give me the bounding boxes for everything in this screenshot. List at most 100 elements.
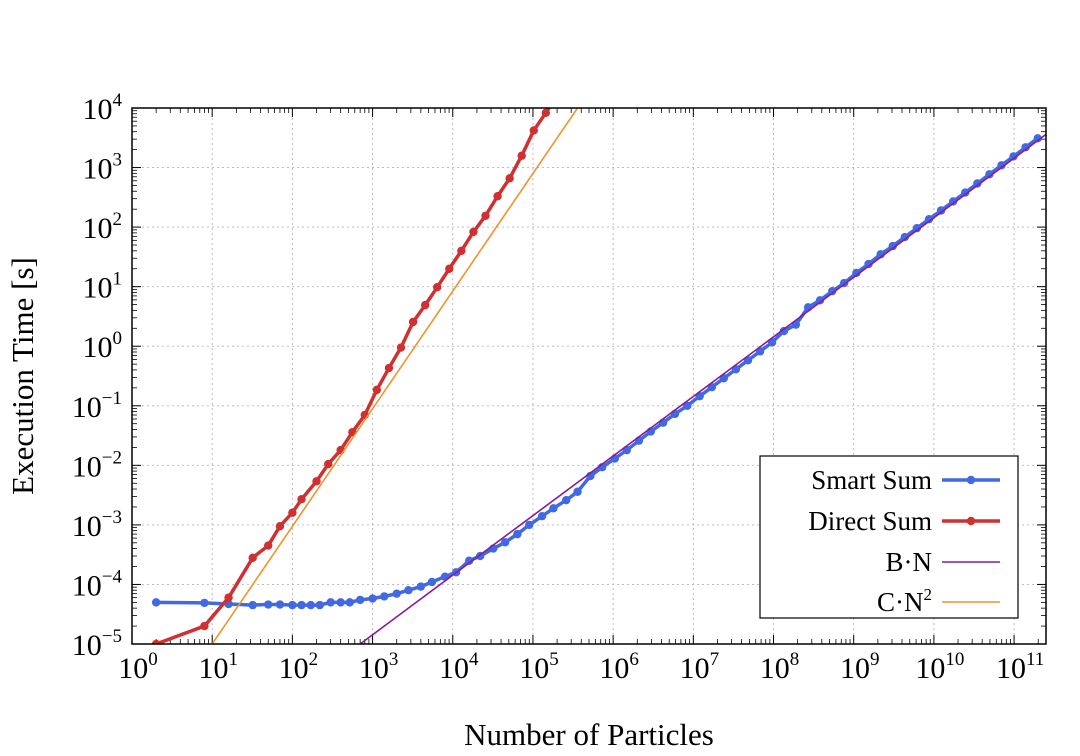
data-point	[275, 600, 285, 609]
legend-marker	[966, 516, 976, 526]
data-point	[1021, 143, 1030, 152]
data-point	[961, 188, 970, 197]
data-point	[420, 300, 430, 310]
data-point	[888, 241, 897, 251]
data-point	[912, 223, 922, 233]
x-tick-label: 104	[439, 649, 479, 685]
data-point	[517, 151, 526, 160]
minor-ticks	[131, 107, 1046, 645]
data-point	[248, 600, 257, 610]
data-point	[445, 264, 454, 273]
x-tick-labels: 100 101 102 103 104 105 106 107 108 109 1010 1011	[118, 649, 1044, 685]
data-point	[392, 589, 401, 598]
data-point	[537, 511, 547, 521]
plot-frame	[131, 107, 1047, 645]
legend: Smart Sum Direct Sum B·N C·N2	[759, 455, 1019, 619]
data-point	[264, 600, 273, 609]
x-tick-label: 1010	[915, 649, 964, 685]
data-point	[396, 343, 406, 352]
y-tick-label: 10−5	[72, 626, 122, 662]
series-line	[359, 133, 1046, 644]
data-point	[828, 286, 837, 296]
data-point	[151, 598, 161, 607]
legend-label: Direct Sum	[808, 506, 932, 536]
data-point	[315, 600, 325, 610]
data-point	[275, 522, 285, 531]
data-point	[948, 197, 958, 206]
legend-box	[759, 455, 1019, 619]
data-point	[815, 296, 825, 305]
x-tick-label: 107	[680, 649, 720, 685]
data-point	[200, 621, 209, 631]
data-point	[864, 259, 873, 269]
y-tick-label: 10−1	[72, 388, 122, 424]
data-point	[408, 317, 418, 327]
y-tick-label: 104	[83, 90, 123, 126]
x-tick-label: 106	[599, 649, 639, 685]
data-point	[404, 586, 413, 595]
y-tick-label: 101	[83, 269, 123, 305]
x-tick-label: 103	[359, 649, 399, 685]
data-point	[288, 600, 297, 610]
y-tick-label: 10−4	[72, 566, 123, 602]
data-point	[345, 598, 354, 607]
data-point	[355, 595, 365, 605]
data-point	[384, 363, 394, 373]
data-point	[500, 538, 510, 547]
data-point	[324, 459, 333, 469]
data-point	[151, 639, 161, 644]
data-point	[936, 206, 946, 215]
x-tick-label: 105	[519, 649, 559, 685]
data-point	[306, 600, 316, 610]
series-layer	[151, 91, 1046, 644]
data-point	[1033, 134, 1042, 143]
x-tick-label: 100	[118, 649, 158, 685]
data-point	[549, 504, 558, 513]
x-tick-label: 109	[840, 649, 880, 685]
data-point	[433, 282, 442, 292]
x-axis-label: Number of Particles	[464, 717, 714, 752]
data-point	[683, 401, 692, 410]
legend-marker	[966, 475, 976, 485]
y-tick-labels: 10−5 10−4 10−3 10−2 10−1 100 101 102 103 104	[72, 90, 123, 662]
data-point	[297, 494, 306, 504]
data-point	[200, 598, 209, 608]
data-point	[481, 211, 490, 220]
data-point	[469, 227, 478, 237]
data-point	[997, 161, 1006, 170]
y-tick-label: 10−3	[72, 507, 122, 543]
x-tick-label: 1011	[996, 649, 1044, 685]
data-point	[493, 192, 502, 201]
data-point	[541, 108, 551, 118]
data-point	[852, 268, 861, 278]
data-point	[248, 553, 257, 563]
data-point	[326, 598, 335, 607]
y-tick-label: 103	[83, 150, 123, 186]
data-point	[900, 232, 910, 242]
x-tick-label: 102	[279, 649, 319, 685]
series-2	[359, 133, 1046, 644]
data-point	[457, 246, 466, 256]
data-point	[372, 385, 382, 395]
data-point	[554, 91, 562, 99]
x-tick-label: 108	[760, 649, 800, 685]
legend-label: C·N2	[877, 585, 932, 617]
y-tick-label: 102	[83, 209, 123, 245]
data-point	[288, 508, 297, 517]
data-point	[464, 556, 474, 565]
data-point	[224, 593, 233, 602]
data-point	[562, 495, 571, 505]
data-point	[525, 520, 534, 530]
data-point	[573, 487, 582, 496]
data-point	[513, 529, 522, 539]
series-line	[211, 108, 579, 644]
y-axis-label: Execution Time [s]	[5, 257, 40, 495]
series-line	[155, 108, 552, 644]
data-point	[380, 592, 389, 601]
data-point	[264, 541, 273, 550]
legend-label: B·N	[886, 547, 933, 577]
data-point	[416, 582, 426, 591]
data-point	[427, 577, 437, 587]
data-point	[312, 477, 321, 486]
